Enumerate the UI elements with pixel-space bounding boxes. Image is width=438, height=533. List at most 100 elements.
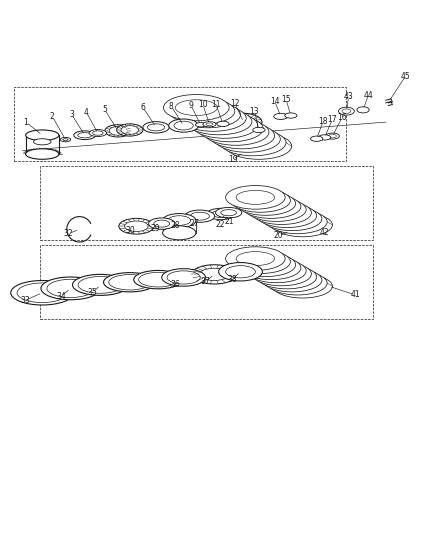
Ellipse shape (33, 139, 51, 145)
Ellipse shape (11, 280, 74, 305)
Ellipse shape (119, 219, 153, 234)
Ellipse shape (117, 124, 143, 136)
Ellipse shape (226, 131, 268, 147)
Ellipse shape (246, 197, 285, 211)
Ellipse shape (138, 272, 177, 287)
Text: 45: 45 (400, 71, 410, 80)
Ellipse shape (278, 215, 316, 229)
Ellipse shape (209, 121, 251, 136)
Ellipse shape (272, 273, 311, 287)
Ellipse shape (121, 126, 138, 134)
Ellipse shape (143, 122, 169, 133)
Ellipse shape (215, 207, 241, 218)
Text: 35: 35 (88, 288, 97, 297)
Ellipse shape (246, 259, 305, 282)
Text: 30: 30 (125, 226, 134, 235)
Text: 17: 17 (327, 115, 336, 124)
Text: 2: 2 (50, 112, 55, 121)
Ellipse shape (105, 125, 131, 137)
Ellipse shape (197, 116, 263, 142)
Ellipse shape (220, 209, 236, 216)
Text: 16: 16 (336, 113, 346, 122)
Ellipse shape (173, 121, 193, 130)
Text: 14: 14 (269, 96, 279, 106)
Ellipse shape (109, 126, 127, 135)
Ellipse shape (232, 135, 274, 150)
Ellipse shape (257, 203, 295, 216)
Ellipse shape (175, 100, 217, 116)
Ellipse shape (124, 221, 148, 231)
Ellipse shape (226, 133, 291, 159)
Ellipse shape (283, 218, 321, 232)
Ellipse shape (262, 206, 300, 220)
Ellipse shape (180, 105, 246, 131)
Text: 4: 4 (84, 108, 89, 117)
Ellipse shape (41, 277, 100, 300)
Ellipse shape (267, 270, 305, 284)
Ellipse shape (338, 107, 353, 115)
Ellipse shape (236, 252, 274, 265)
Ellipse shape (272, 213, 332, 237)
Ellipse shape (215, 124, 257, 140)
Ellipse shape (236, 192, 295, 215)
Text: 18: 18 (318, 117, 327, 126)
Text: 33: 33 (21, 296, 31, 305)
Text: 15: 15 (281, 95, 290, 104)
Ellipse shape (168, 119, 198, 132)
Ellipse shape (25, 149, 59, 159)
Ellipse shape (341, 109, 350, 114)
Ellipse shape (272, 274, 332, 298)
Ellipse shape (251, 262, 311, 286)
Ellipse shape (225, 265, 255, 278)
Text: 27: 27 (189, 219, 198, 228)
Ellipse shape (78, 133, 92, 138)
Ellipse shape (169, 98, 234, 124)
Ellipse shape (203, 119, 268, 146)
Ellipse shape (251, 201, 311, 224)
Ellipse shape (208, 123, 274, 149)
Ellipse shape (236, 253, 295, 277)
Text: 11: 11 (211, 100, 220, 109)
Text: 34: 34 (56, 292, 66, 301)
Text: 21: 21 (224, 217, 233, 226)
Ellipse shape (262, 268, 321, 292)
Ellipse shape (283, 279, 321, 293)
Ellipse shape (241, 255, 279, 269)
Ellipse shape (212, 211, 229, 217)
Ellipse shape (147, 124, 164, 131)
Text: 9: 9 (188, 101, 193, 110)
Ellipse shape (230, 250, 290, 273)
Ellipse shape (162, 214, 195, 228)
Ellipse shape (174, 101, 240, 128)
Ellipse shape (214, 126, 280, 152)
Ellipse shape (272, 212, 311, 226)
Ellipse shape (318, 135, 330, 140)
Ellipse shape (205, 123, 212, 126)
Ellipse shape (251, 199, 290, 214)
Ellipse shape (78, 277, 123, 293)
Ellipse shape (103, 272, 155, 292)
Ellipse shape (186, 109, 251, 135)
Text: 10: 10 (198, 100, 207, 109)
Text: 29: 29 (150, 224, 159, 233)
Text: 37: 37 (200, 277, 210, 286)
Ellipse shape (184, 210, 214, 222)
Text: 12: 12 (230, 99, 239, 108)
Text: 41: 41 (350, 290, 359, 300)
Ellipse shape (63, 139, 68, 141)
Ellipse shape (72, 274, 128, 295)
Ellipse shape (273, 114, 287, 119)
Ellipse shape (267, 271, 326, 295)
Text: 3: 3 (69, 110, 74, 119)
Ellipse shape (220, 130, 286, 156)
Ellipse shape (237, 138, 279, 154)
Ellipse shape (161, 269, 205, 286)
Ellipse shape (310, 136, 322, 141)
Ellipse shape (148, 218, 174, 229)
Ellipse shape (236, 190, 274, 204)
Ellipse shape (25, 130, 59, 141)
Ellipse shape (241, 195, 300, 219)
Text: 8: 8 (169, 102, 173, 111)
Ellipse shape (252, 127, 265, 133)
Text: 36: 36 (170, 279, 179, 288)
